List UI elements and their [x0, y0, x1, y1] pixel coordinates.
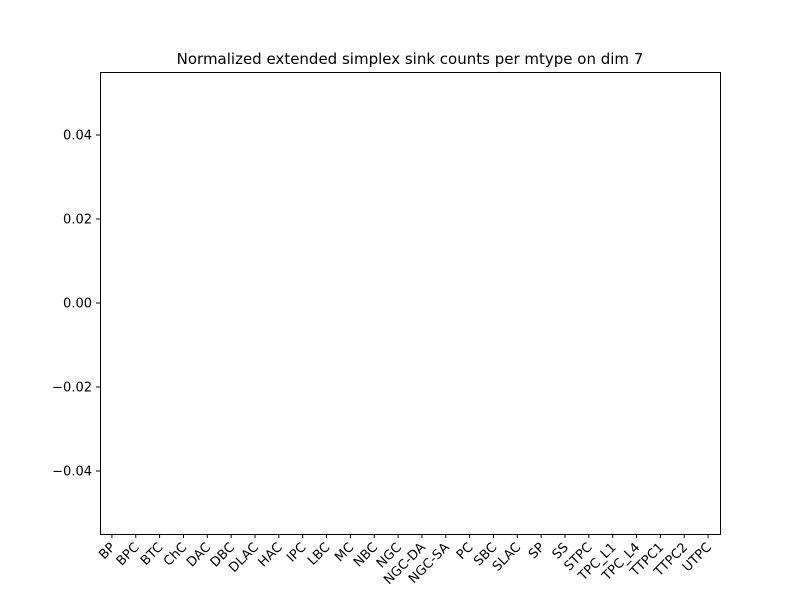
x-tick-label: DAC — [184, 540, 214, 570]
y-tick-label: −0.02 — [52, 381, 92, 396]
chart-title: Normalized extended simplex sink counts … — [177, 50, 644, 68]
x-tick-label: IPC — [284, 540, 309, 565]
x-tick-label: SLAC — [490, 540, 524, 574]
x-tick-label: BPC — [114, 540, 143, 569]
x-tick-label: NBC — [351, 540, 381, 570]
y-tick-label: 0.04 — [63, 129, 92, 144]
x-axis: BPBPCBTCChCDACDBCDLACHACIPCLBCMCNBCNGCNG… — [96, 534, 715, 588]
x-tick-label: LBC — [305, 540, 333, 568]
y-tick-label: −0.04 — [52, 465, 92, 480]
plot-frame — [100, 72, 721, 535]
y-tick-label: 0.02 — [63, 213, 92, 228]
y-axis: 0.04 0.02 0.00 −0.02 −0.04 — [52, 129, 100, 480]
y-tick-label: 0.00 — [63, 297, 92, 312]
x-tick-label: BTC — [138, 540, 166, 568]
x-tick-label: HAC — [256, 540, 286, 570]
x-tick-label: ChC — [161, 540, 190, 569]
x-tick-label: SP — [526, 540, 548, 562]
